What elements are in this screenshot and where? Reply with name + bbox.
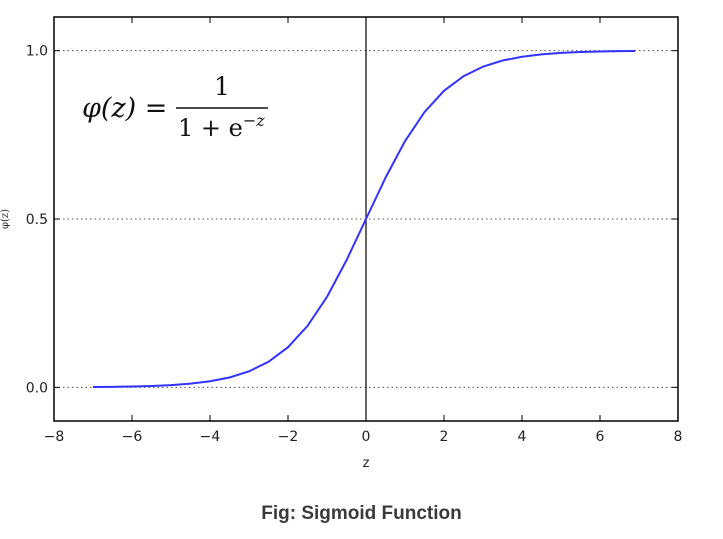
formula-denominator-base: 1 + e	[178, 114, 243, 142]
x-tick-label: −6	[122, 429, 143, 445]
y-tick-label: 0.0	[26, 380, 48, 396]
x-axis-ticks: −8 −6 −4 −2 0 2 4 6 8	[44, 17, 683, 445]
x-tick-label: −8	[44, 429, 65, 445]
formula-numerator: 1	[214, 72, 230, 101]
x-tick-label: 8	[674, 429, 683, 445]
formula-lhs: φ(z) =	[82, 93, 167, 124]
x-tick-label: 0	[362, 429, 371, 445]
x-tick-label: −4	[200, 429, 221, 445]
sigmoid-curve	[92, 50, 636, 389]
x-tick-label: 2	[440, 429, 449, 445]
x-axis-label: z	[363, 456, 370, 471]
x-tick-label: −2	[278, 429, 299, 445]
y-axis-ticks: 0.0 0.5 1.0	[26, 44, 678, 396]
formula-denominator: 1 + e−z	[178, 111, 265, 142]
sigmoid-formula: φ(z) = 1 1 + e−z	[82, 72, 268, 142]
figure-caption: Fig: Sigmoid Function	[261, 503, 462, 524]
y-tick-label: 0.5	[26, 212, 48, 228]
y-tick-label: 1.0	[26, 44, 48, 60]
y-axis-label: φ(z)	[0, 209, 11, 229]
sigmoid-chart: −8 −6 −4 −2 0 2 4 6 8 0.0 0.5 1.0 z φ(z) φ(z) = 1 …	[0, 16, 683, 471]
x-tick-label: 6	[596, 429, 605, 445]
formula-denominator-exp: −z	[243, 111, 265, 130]
x-tick-label: 4	[518, 429, 527, 445]
